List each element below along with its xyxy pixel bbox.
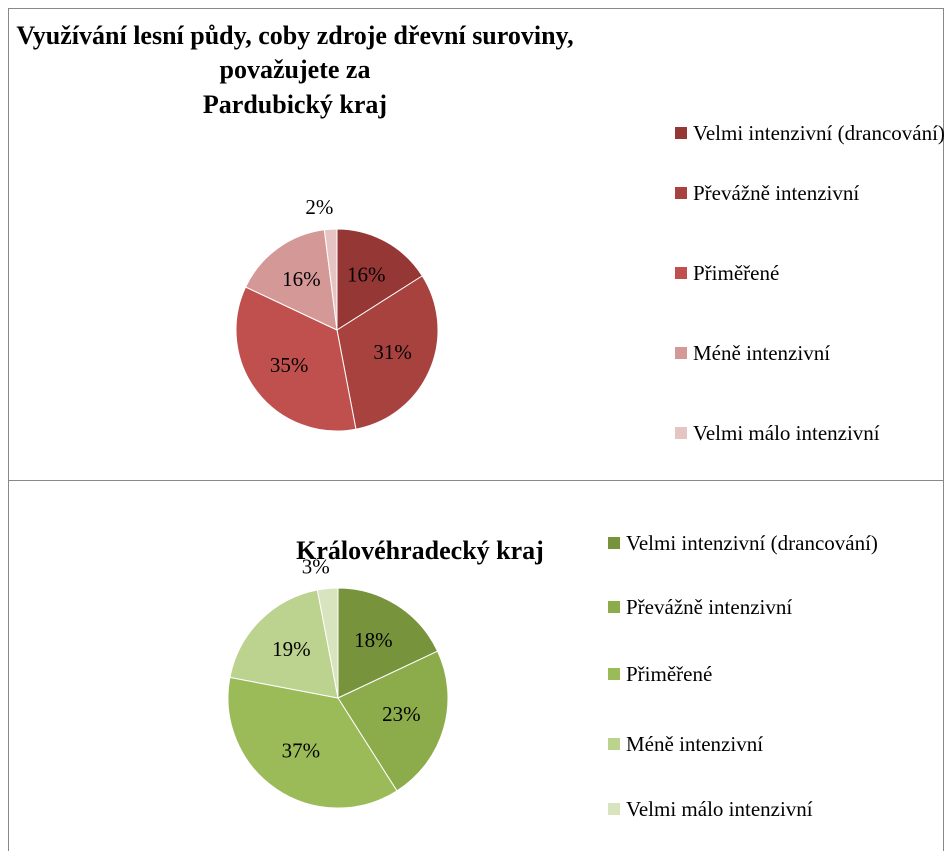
pie-slice xyxy=(244,229,338,331)
chart-frame xyxy=(8,480,944,851)
data-label: 35% xyxy=(270,353,309,377)
chart-frame xyxy=(8,8,944,481)
data-label: 2% xyxy=(305,195,333,219)
pie-slice xyxy=(227,676,398,809)
chart-title: Využívání lesní půdy, coby zdroje dřevní… xyxy=(16,21,573,50)
chart-title: Pardubický kraj xyxy=(203,90,387,119)
data-label: 16% xyxy=(282,267,321,291)
legend-item: Převážně intenzivní xyxy=(675,178,950,208)
legend-swatch xyxy=(675,427,687,439)
legend-label: Převážně intenzivní xyxy=(693,181,860,205)
legend-item: Velmi intenzivní (drancování) xyxy=(675,118,950,148)
pie-slice xyxy=(316,587,339,699)
legend-swatch xyxy=(608,803,620,815)
legend-swatch xyxy=(675,347,687,359)
data-label: 37% xyxy=(282,738,321,762)
pie-slice xyxy=(336,275,439,430)
legend-item: Méně intenzivní xyxy=(675,338,950,368)
data-label: 19% xyxy=(272,637,311,661)
legend-item: Méně intenzivní xyxy=(608,729,883,759)
legend-label: Přiměřené xyxy=(626,662,713,686)
pie-slice xyxy=(229,589,339,699)
data-label: 23% xyxy=(382,702,421,726)
legend-swatch xyxy=(675,187,687,199)
legend-label: Velmi málo intenzivní xyxy=(626,797,813,821)
legend-item: Přiměřené xyxy=(675,258,950,288)
pie-slice xyxy=(336,228,423,331)
legend-swatch xyxy=(608,537,620,549)
chart-title: Královéhradecký kraj xyxy=(296,536,544,565)
legend-swatch xyxy=(675,267,687,279)
pie-slice xyxy=(323,228,338,331)
legend-item: Velmi intenzivní (drancování) xyxy=(608,528,883,558)
legend-swatch xyxy=(608,601,620,613)
legend-swatch xyxy=(608,738,620,750)
data-label: 3% xyxy=(302,554,330,578)
legend-item: Přiměřené xyxy=(608,659,883,689)
legend-label: Přiměřené xyxy=(693,261,780,285)
legend-item: Velmi málo intenzivní xyxy=(608,794,883,824)
legend-label: Méně intenzivní xyxy=(693,341,831,365)
pie-slice xyxy=(235,286,357,432)
legend-label: Velmi málo intenzivní xyxy=(693,421,880,445)
legend-swatch xyxy=(675,127,687,139)
pie-slice xyxy=(337,587,439,699)
legend-swatch xyxy=(608,668,620,680)
legend-item: Převážně intenzivní xyxy=(608,592,883,622)
legend-label: Převážně intenzivní xyxy=(626,595,793,619)
legend-label: Velmi intenzivní (drancování) xyxy=(693,121,945,145)
legend-label: Velmi intenzivní (drancování) xyxy=(626,531,878,555)
data-label: 31% xyxy=(373,340,412,364)
pie-slice xyxy=(337,650,449,792)
chart-title: považujete za xyxy=(220,55,371,84)
legend-label: Méně intenzivní xyxy=(626,732,764,756)
data-label: 16% xyxy=(347,263,386,287)
legend-item: Velmi málo intenzivní xyxy=(675,418,950,448)
data-label: 18% xyxy=(354,628,393,652)
